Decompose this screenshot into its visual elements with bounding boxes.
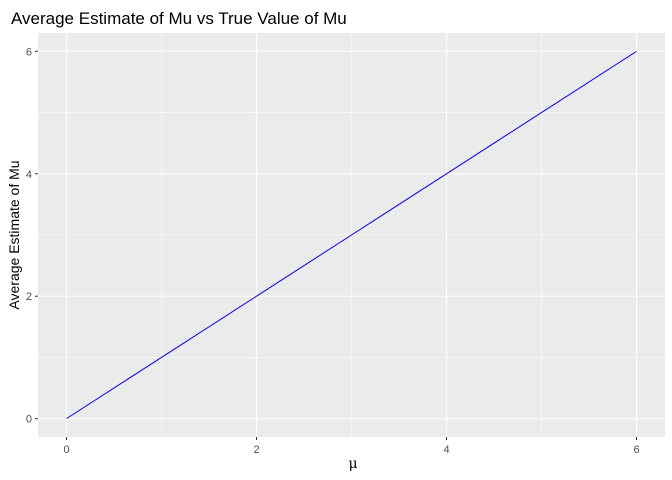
- x-axis-title: μ: [348, 456, 357, 472]
- major-gridlines: [38, 33, 665, 437]
- x-tick-label: 4: [443, 444, 449, 456]
- y-tick-label: 4: [26, 169, 32, 181]
- chart-title: Average Estimate of Mu vs True Value of …: [11, 9, 347, 28]
- y-axis-title: Average Estimate of Mu: [6, 160, 22, 309]
- x-tick-label: 6: [633, 444, 639, 456]
- y-tick-label: 6: [26, 46, 32, 58]
- series-layer: [66, 50, 637, 420]
- series-line-0: [66, 50, 637, 420]
- y-tick-label: 0: [26, 414, 32, 426]
- axis-ticks: 0 2 4 6 0 2 4 6: [26, 46, 640, 456]
- y-tick-label: 2: [26, 291, 32, 303]
- x-tick-label: 0: [63, 444, 69, 456]
- x-tick-label: 2: [253, 444, 259, 456]
